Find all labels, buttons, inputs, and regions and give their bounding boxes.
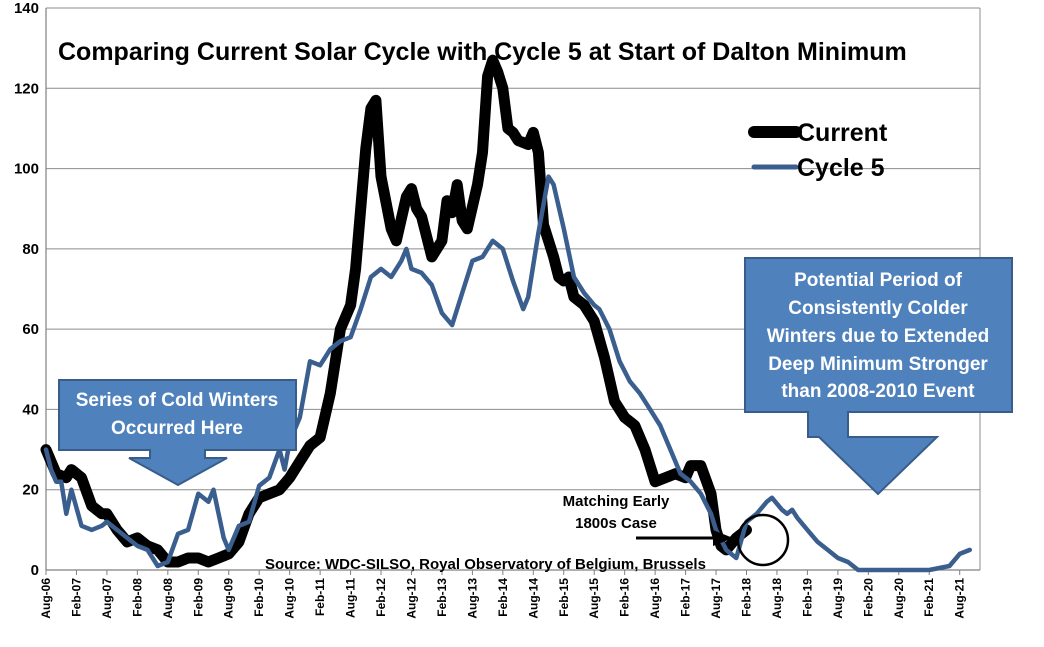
- x-tick-label: Aug-17: [709, 578, 723, 619]
- y-tick-label: 0: [31, 562, 39, 579]
- source-note: Source: WDC-SILSO, Royal Observatory of …: [265, 556, 706, 573]
- x-tick-label: Aug-07: [100, 578, 114, 619]
- x-tick-label: Aug-21: [953, 578, 967, 619]
- series-line-current: [40, 54, 752, 568]
- x-tick-label: Aug-15: [587, 578, 601, 619]
- x-tick-label: Feb-10: [252, 578, 266, 617]
- x-tick-label: Feb-14: [496, 578, 510, 617]
- cold-winters-callout: Series of Cold Winters Occurred Here: [58, 379, 297, 487]
- y-tick-label: 60: [22, 321, 39, 338]
- potential-period-shape: [744, 257, 1013, 496]
- x-tick-label: Feb-13: [435, 578, 449, 617]
- series-layer: [40, 54, 973, 573]
- x-tick-label: Aug-14: [526, 578, 540, 619]
- y-tick-label: 40: [22, 401, 39, 418]
- matching-note-line-1: Matching Early: [563, 493, 670, 510]
- x-tick-label: Aug-18: [770, 578, 784, 619]
- x-tick-label: Aug-19: [831, 578, 845, 619]
- cold-winters-shape: [58, 379, 297, 487]
- matching-note: Matching Early 1800s Case: [563, 493, 790, 567]
- x-tick-label: Aug-20: [892, 578, 906, 619]
- x-tick-label: Aug-11: [344, 578, 358, 618]
- x-tick-label: Feb-12: [374, 578, 388, 617]
- x-tick-label: Aug-12: [404, 578, 418, 619]
- x-tick-label: Feb-18: [740, 578, 754, 617]
- y-tick-label: 140: [14, 0, 39, 17]
- legend-label-cycle5: Cycle 5: [797, 154, 885, 182]
- legend: Current Cycle 5: [748, 119, 888, 182]
- x-tick-label: Feb-15: [557, 578, 571, 617]
- matching-note-line-2: 1800s Case: [575, 515, 657, 532]
- cold-winters-line-1: Series of Cold Winters: [76, 390, 279, 411]
- chart-title: Comparing Current Solar Cycle with Cycle…: [58, 38, 907, 66]
- potential-line-5: than 2008-2010 Event: [781, 381, 975, 402]
- y-tick-label: 80: [22, 241, 39, 258]
- potential-period-callout: Potential Period of Consistently Colder …: [744, 257, 1013, 496]
- x-tick-label: Feb-16: [618, 578, 632, 617]
- x-tick-label: Aug-10: [283, 578, 297, 619]
- potential-line-2: Consistently Colder: [788, 298, 968, 319]
- y-tick-label: 120: [14, 80, 39, 97]
- x-tick-label: Aug-09: [222, 578, 236, 619]
- x-tick-label: Feb-09: [191, 578, 205, 617]
- x-tick-label: Feb-21: [922, 578, 936, 617]
- x-tick-label: Aug-06: [39, 578, 53, 619]
- y-tick-label: 100: [14, 161, 39, 178]
- series-line-cycle-5: [43, 174, 973, 573]
- legend-label-current: Current: [797, 119, 888, 147]
- y-tick-label: 20: [22, 482, 39, 499]
- x-tick-label: Feb-08: [130, 578, 144, 617]
- potential-line-4: Deep Minimum Stronger: [768, 354, 988, 375]
- x-tick-label: Feb-17: [679, 578, 693, 617]
- x-tick-label: Feb-20: [861, 578, 875, 617]
- potential-line-3: Winters due to Extended: [767, 326, 990, 347]
- x-tick-label: Aug-16: [648, 578, 662, 619]
- potential-line-1: Potential Period of: [794, 270, 963, 291]
- matching-arrow-head: [713, 530, 733, 546]
- x-tick-label: Aug-13: [465, 578, 479, 619]
- x-tick-label: Feb-07: [69, 578, 83, 617]
- x-tick-label: Feb-19: [800, 578, 814, 617]
- matching-circle: [736, 513, 790, 567]
- x-tick-label: Feb-11: [313, 578, 327, 616]
- cold-winters-line-2: Occurred Here: [111, 418, 243, 439]
- x-tick-label: Aug-08: [161, 578, 175, 619]
- axes-layer: 0 20 40 60 80 100 120 140 Aug-06 Feb-07 Aug-07 Feb-…: [14, 0, 980, 619]
